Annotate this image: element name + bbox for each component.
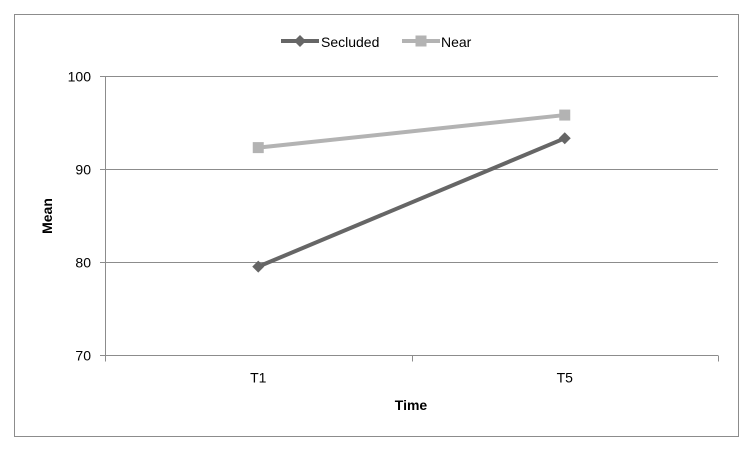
legend-item-secluded: Secluded (281, 34, 379, 50)
x-tick-label-t5: T5 (557, 370, 574, 386)
point-near-t5 (559, 109, 571, 121)
x-tick-label-t1: T1 (250, 370, 267, 386)
point-secluded-t5 (558, 132, 571, 145)
y-tick-label-90: 90 (75, 162, 91, 178)
legend-item-near: Near (402, 34, 472, 50)
series-secluded (252, 132, 571, 273)
series (252, 109, 571, 273)
point-secluded-t1 (252, 260, 265, 273)
y-axis-title: Mean (39, 198, 55, 234)
legend-label-secluded: Secluded (321, 34, 379, 50)
legend-marker-near (415, 35, 427, 47)
chart-border (14, 14, 739, 437)
legend-label-near: Near (441, 34, 472, 50)
y-tick-label-70: 70 (75, 348, 91, 364)
series-line-near (258, 113, 565, 150)
gridlines (105, 76, 718, 263)
series-line-secluded (257, 136, 566, 269)
legend: Secluded Near (281, 34, 472, 50)
y-tick-label-100: 100 (68, 69, 92, 85)
series-near (252, 109, 571, 154)
y-tick-label-80: 80 (75, 255, 91, 271)
axes: 70 80 90 100 T1 T5 (68, 69, 719, 386)
x-axis-title: Time (395, 397, 428, 413)
point-near-t1 (252, 142, 264, 154)
legend-marker-secluded (294, 35, 306, 47)
